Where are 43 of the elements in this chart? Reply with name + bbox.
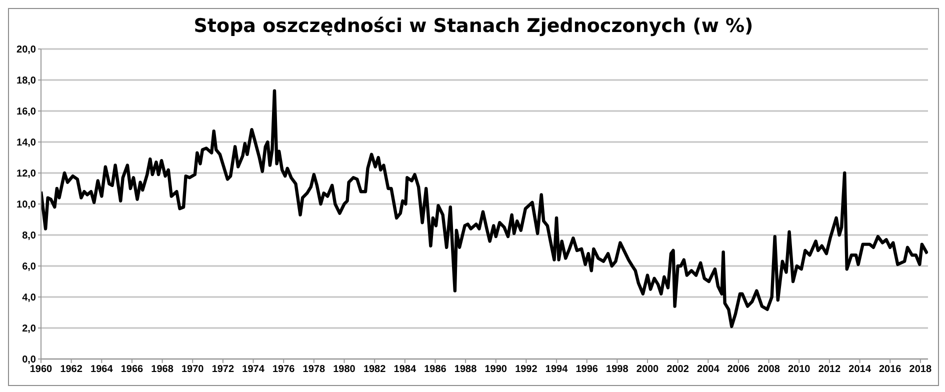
y-tick-label: 6,0 [22, 262, 36, 273]
x-tick-label: 1960 [30, 364, 53, 376]
x-tick-label: 1976 [272, 364, 296, 376]
x-tick-label: 1996 [576, 364, 598, 376]
x-tick-label: 2006 [727, 364, 750, 376]
x-tick-label: 1974 [242, 364, 265, 376]
x-tick-label: 2010 [788, 364, 811, 376]
x-tick-label: 1972 [212, 364, 235, 376]
x-tick-label: 2002 [666, 364, 690, 376]
x-tick-label: 1978 [302, 364, 326, 376]
x-tick-label: 2008 [758, 364, 780, 376]
y-tick-label: 0,0 [22, 354, 36, 366]
x-tick-label: 2018 [909, 364, 932, 376]
x-tick-label: 1962 [60, 364, 83, 376]
y-tick-label: 18,0 [16, 76, 36, 87]
x-tick-label: 1964 [90, 364, 114, 376]
x-tick-label: 2016 [878, 364, 902, 376]
y-tick-label: 12,0 [16, 168, 36, 180]
y-tick-label: 2,0 [22, 324, 36, 335]
chart-title: Stopa oszczędności w Stanach Zjednoczonych (w %) [192, 14, 754, 39]
x-tick-label: 1966 [120, 364, 144, 376]
x-tick-label: 2014 [848, 364, 872, 376]
x-tick-label: 1998 [606, 364, 629, 376]
x-tick-label: 1968 [151, 364, 174, 376]
x-tick-label: 1988 [454, 364, 478, 376]
y-tick-label: 20,0 [16, 44, 36, 56]
x-tick-label: 1984 [394, 364, 416, 376]
line-series [41, 89, 928, 328]
x-tick-label: 2012 [818, 364, 842, 376]
x-tick-label: 1992 [515, 364, 538, 376]
y-tick-label: 4,0 [22, 292, 36, 304]
x-tick-label: 1986 [424, 364, 447, 376]
x-tick-label: 1982 [363, 364, 386, 376]
x-tick-label: 1980 [333, 364, 356, 376]
x-tick-label: 1970 [182, 364, 204, 376]
x-tick-label: 2004 [697, 364, 720, 376]
y-tick-label: 14,0 [16, 138, 36, 149]
x-tick-label: 1990 [484, 364, 508, 376]
x-tick-label: 2000 [636, 364, 660, 376]
y-tick-label: 8,0 [22, 230, 36, 242]
y-tick-label: 10,0 [16, 200, 36, 211]
y-tick-label: 16,0 [16, 106, 36, 118]
x-tick-label: 1994 [545, 364, 568, 376]
